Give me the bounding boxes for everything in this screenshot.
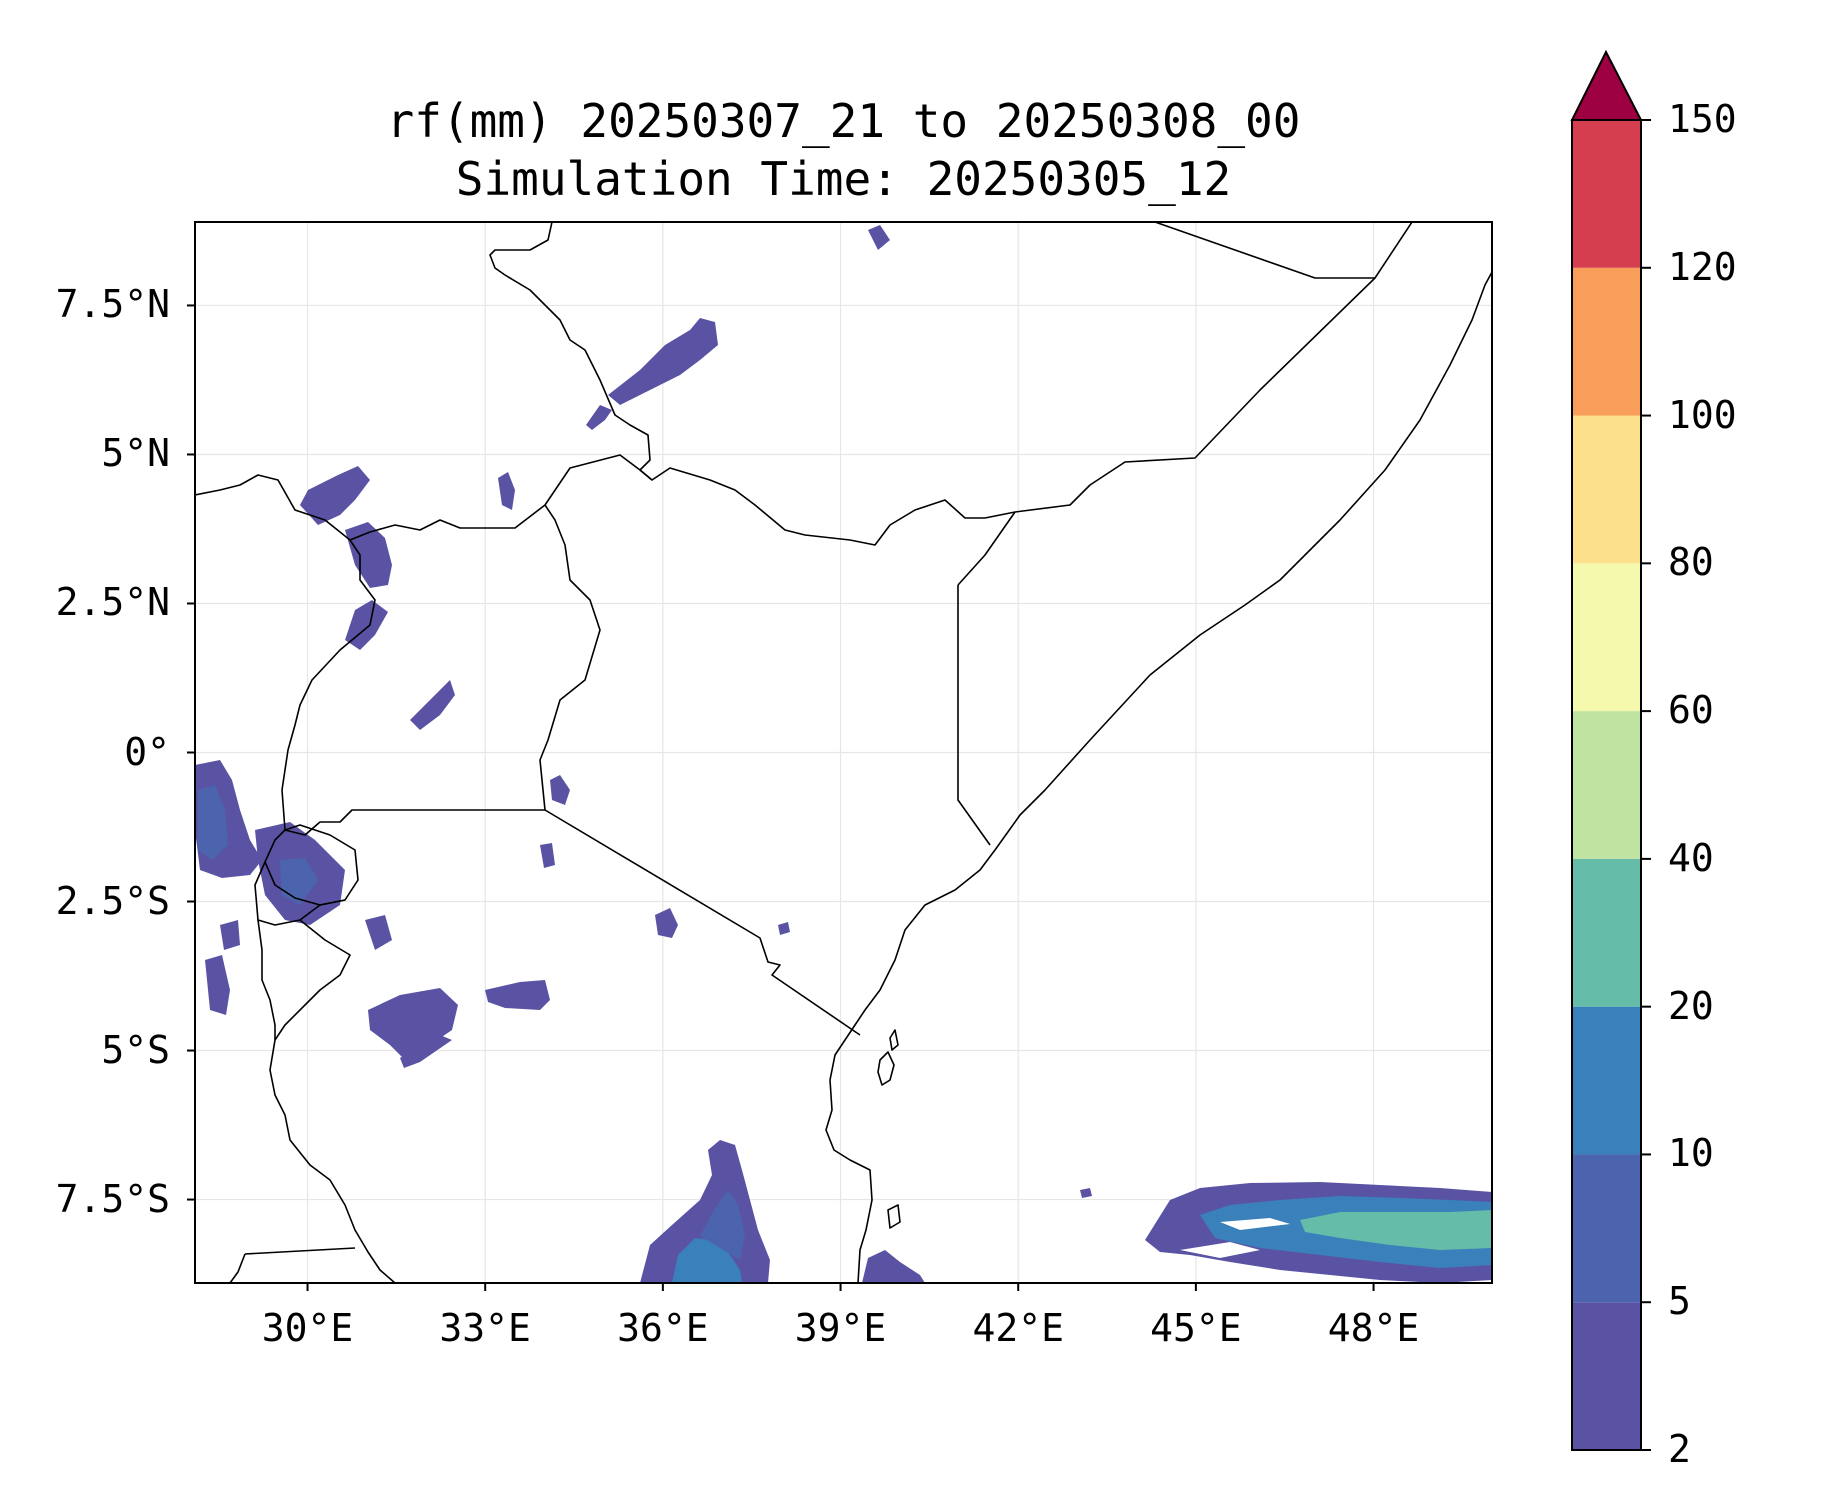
colorbar-band	[1572, 120, 1641, 268]
rain-patch-tanzania-lake	[365, 915, 392, 950]
lat-tick-label: 7.5°N	[55, 282, 170, 327]
colorbar-extend-triangle	[1570, 49, 1643, 121]
rain-patch-turkana	[498, 472, 515, 510]
island-mafia	[887, 1204, 901, 1229]
colorbar-band	[1572, 711, 1641, 859]
lat-tick-label: 0°	[124, 729, 170, 774]
border-kenya-uganda	[539, 504, 601, 811]
border-ethiopia-somaliland	[1154, 222, 1375, 279]
rain-patch-drc-east-core	[198, 785, 228, 860]
border-somalia-ethiopia	[1014, 222, 1413, 513]
country-borders	[195, 222, 1492, 1283]
rainfall-patches	[195, 225, 1492, 1283]
rain-patch-south-sudan-a	[300, 466, 370, 525]
colorbar	[1570, 49, 1651, 1451]
figure-title: rf(mm) 20250307_21 to 20250308_00	[386, 94, 1301, 148]
border-zambia-sw	[229, 1253, 246, 1283]
colorbar-frame	[1571, 119, 1642, 1451]
rain-patch-tanzania-a-tail	[400, 1035, 452, 1068]
lat-tick-label: 5°S	[101, 1027, 170, 1072]
border-drc-tanzania-west	[257, 919, 276, 1040]
gridlines	[195, 222, 1492, 1283]
island-zanzibar	[877, 1051, 895, 1086]
lon-tick-label: 33°E	[439, 1306, 531, 1350]
rain-patch-south-sudan-b	[345, 522, 392, 588]
colorbar-tick-label: 2	[1668, 1427, 1691, 1471]
colorbar-tick-label: 80	[1668, 540, 1714, 585]
rain-patch-ocean-gap-1	[1220, 1218, 1290, 1230]
colorbar-tick-label: 60	[1668, 688, 1714, 733]
island-pemba	[889, 1029, 899, 1051]
colorbar-tick-label: 20	[1668, 983, 1714, 1028]
rain-patch-ethiopia	[608, 318, 718, 405]
lon-tick-label: 39°E	[794, 1306, 887, 1350]
lon-tick-label: 30°E	[261, 1306, 354, 1350]
lat-tick-label: 2.5°N	[55, 580, 170, 625]
colorbar-band	[1572, 858, 1641, 1007]
border-ethiopia-south-sudan	[489, 222, 653, 481]
lon-tick-marks	[306, 1283, 1375, 1291]
colorbar-band	[1572, 1006, 1641, 1155]
colorbar-band	[1572, 267, 1641, 416]
rain-patch-drc-south-b	[220, 920, 240, 950]
rain-patch-kenya-a	[550, 775, 570, 805]
border-uganda-drc	[281, 539, 376, 831]
rain-patch-rwanda-core	[280, 858, 318, 905]
colorbar-tick-label: 5	[1668, 1279, 1691, 1324]
lat-tick-marks	[187, 304, 195, 1201]
lon-tick-label: 45°E	[1150, 1306, 1242, 1350]
colorbar-band	[1572, 563, 1641, 712]
colorbar-tick-label: 40	[1668, 835, 1714, 880]
border-uganda-tanzania	[284, 809, 545, 836]
rain-patch-south-sudan-east	[586, 405, 612, 430]
rain-patch-kenya-d	[778, 922, 790, 935]
rain-patch-uganda-centre	[410, 680, 455, 730]
colorbar-tick-label: 150	[1668, 97, 1737, 141]
rain-patch-tanzania-b	[485, 980, 550, 1010]
lon-tick-label: 48°E	[1327, 1306, 1420, 1350]
border-south-sudan-drc	[195, 474, 351, 541]
rain-patch-somalia-north	[868, 225, 890, 250]
lat-tick-label: 7.5°S	[55, 1176, 170, 1221]
rain-patch-tanzania-south-core	[672, 1238, 742, 1283]
border-kenya-somalia-straight	[957, 585, 991, 846]
border-kenya-tanzania	[544, 809, 861, 1036]
rain-patch-tanzania-a	[368, 988, 458, 1060]
lon-tick-label: 36°E	[617, 1306, 709, 1350]
rain-patch-ocean-small	[1080, 1188, 1092, 1198]
rain-patch-drc-south	[205, 955, 230, 1015]
lon-tick-label: 42°E	[972, 1306, 1064, 1350]
coastline-east-africa	[825, 271, 1492, 1283]
border-drc-tanzania-lake	[274, 919, 351, 1041]
figure-subtitle: Simulation Time: 20250305_12	[455, 152, 1232, 206]
border-burundi	[254, 861, 346, 926]
colorbar-tick-label: 120	[1668, 244, 1737, 289]
rain-patch-kenya-c	[655, 908, 678, 938]
lat-tick-label: 2.5°S	[55, 878, 170, 923]
rain-patch-tanzania-south-core2	[700, 1190, 745, 1260]
colorbar-bands	[1572, 120, 1641, 1450]
colorbar-tick-label: 100	[1668, 392, 1737, 437]
rain-patch-ocean-south-east-core	[1300, 1210, 1492, 1250]
colorbar-band	[1572, 1302, 1641, 1450]
border-south-sudan-uganda	[349, 504, 546, 541]
lat-tick-label: 5°N	[101, 431, 170, 476]
border-tanzania-zambia	[269, 1039, 396, 1283]
colorbar-band	[1572, 1154, 1641, 1303]
colorbar-tick-label: 10	[1668, 1131, 1714, 1176]
rain-patch-kenya-b	[540, 843, 555, 868]
border-zambia-malawi	[244, 1247, 356, 1255]
colorbar-ticks	[1641, 119, 1651, 1451]
border-somalia-kenya	[957, 511, 1016, 586]
rain-patch-coast-south	[862, 1250, 925, 1283]
colorbar-band	[1572, 415, 1641, 564]
rain-patch-ocean-gap-2	[1180, 1242, 1260, 1258]
